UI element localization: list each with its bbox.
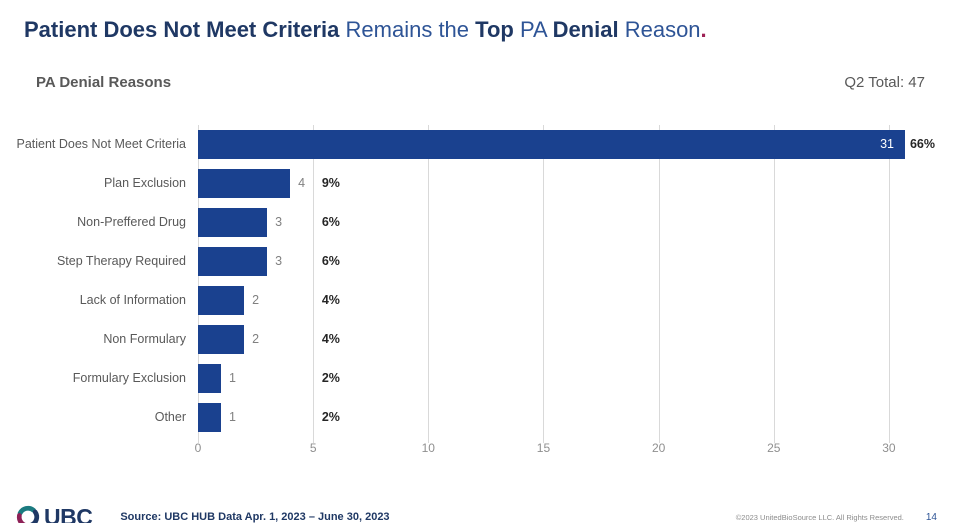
bar: [198, 402, 222, 432]
category-label: Non Formulary: [103, 332, 186, 346]
title-segment-regular: Reason: [618, 17, 701, 42]
gridline: [543, 124, 545, 443]
axis-tick-label: 15: [536, 440, 551, 455]
title-segment-bold: Patient Does Not Meet Criteria: [24, 17, 340, 42]
q2-total-label: Q2 Total: 47: [844, 73, 925, 91]
bar-value-label: 1: [229, 371, 236, 385]
axis-tick-label: 20: [651, 440, 666, 455]
copyright-text: ©2023 UnitedBioSource LLC. All Rights Re…: [735, 512, 904, 522]
gridline: [428, 124, 430, 443]
axis-tick-label: 5: [309, 440, 317, 455]
category-label: Other: [154, 410, 186, 424]
category-label: Patient Does Not Meet Criteria: [16, 137, 186, 151]
x-axis: 0 5 10 15 20 25 30: [194, 440, 935, 457]
category-label: Lack of Information: [79, 293, 186, 307]
bar: [198, 207, 268, 237]
axis-tick-label: 25: [767, 440, 781, 455]
bar-row: 1 2%: [198, 398, 935, 437]
bar-percent-label: 4%: [321, 332, 340, 346]
bar-row: 2 4%: [198, 320, 935, 359]
title-segment-regular: Remains the: [339, 17, 476, 42]
bar-rows-layer: 31 66% 4 9% 3 6% 3 6% 2 4% 2 4% 1 2% 1 2%: [198, 125, 935, 437]
bar-value-label: 2: [252, 293, 260, 307]
ubc-logo: UBC: [14, 503, 93, 523]
bar-row: 1 2%: [198, 359, 935, 398]
title-segment-bold: Top: [475, 17, 514, 42]
bar-row: 3 6%: [198, 203, 935, 242]
bar-percent-label: 6%: [321, 215, 340, 229]
bar-row: 2 4%: [198, 281, 935, 320]
category-labels-column: Patient Does Not Meet Criteria Plan Exclu…: [12, 125, 198, 437]
title-segment-bold: Denial: [552, 17, 619, 42]
bar: [198, 324, 245, 354]
bar-percent-label: 2%: [321, 371, 340, 385]
axis-tick-label: 30: [882, 440, 896, 455]
plot-area: 31 66% 4 9% 3 6% 3 6% 2 4% 2 4% 1 2% 1 2%: [198, 124, 935, 443]
bar-value-label: 2: [252, 332, 260, 346]
title-period: .: [700, 17, 707, 42]
ubc-logo-text: UBC: [44, 503, 93, 523]
bar-percent-label: 9%: [321, 176, 340, 190]
bar-value-label: 4: [298, 176, 306, 190]
category-label: Non-Preffered Drug: [77, 215, 186, 229]
bar: [198, 246, 268, 276]
bar-value-label: 31: [880, 137, 894, 151]
bar: [198, 168, 291, 198]
page-number: 14: [925, 511, 937, 523]
bar-percent-label: 66%: [909, 137, 935, 151]
slide-title: Patient Does Not Meet Criteria Remains t…: [24, 16, 929, 44]
category-label: Plan Exclusion: [104, 176, 186, 190]
bar-row: 31 66%: [198, 125, 935, 164]
axis-tick-label: 0: [194, 440, 202, 455]
chart-header-row: PA Denial Reasons Q2 Total: 47: [36, 74, 925, 91]
bar-percent-label: 4%: [321, 293, 340, 307]
gridline: [198, 124, 199, 443]
axis-tick-label: 10: [421, 440, 435, 455]
source-text: Source: UBC HUB Data Apr. 1, 2023 – June…: [120, 511, 390, 523]
bar-row: 3 6%: [198, 242, 935, 281]
ubc-logo-swirl-icon: [16, 505, 40, 523]
bar-value-label: 1: [229, 410, 236, 424]
category-label: Formulary Exclusion: [72, 371, 186, 385]
bar: 31: [198, 129, 905, 159]
slide: Patient Does Not Meet Criteria Remains t…: [0, 16, 953, 523]
bar: [198, 363, 222, 393]
bar-percent-label: 2%: [321, 410, 340, 424]
bar-row: 4 9%: [198, 164, 935, 203]
gridline: [313, 124, 315, 443]
category-label: Step Therapy Required: [56, 254, 186, 268]
title-segment-regular: PA: [513, 17, 553, 42]
gridline: [888, 124, 890, 443]
bar-value-label: 3: [275, 215, 283, 229]
gridline: [658, 124, 660, 443]
bar-chart: Patient Does Not Meet Criteria Plan Exclu…: [12, 124, 935, 443]
footer: UBC Source: UBC HUB Data Apr. 1, 2023 – …: [14, 503, 937, 523]
bar-value-label: 3: [275, 254, 283, 268]
chart-title: PA Denial Reasons: [36, 73, 172, 91]
bar-percent-label: 6%: [321, 254, 340, 268]
bar: [198, 285, 245, 315]
gridline: [773, 124, 775, 443]
